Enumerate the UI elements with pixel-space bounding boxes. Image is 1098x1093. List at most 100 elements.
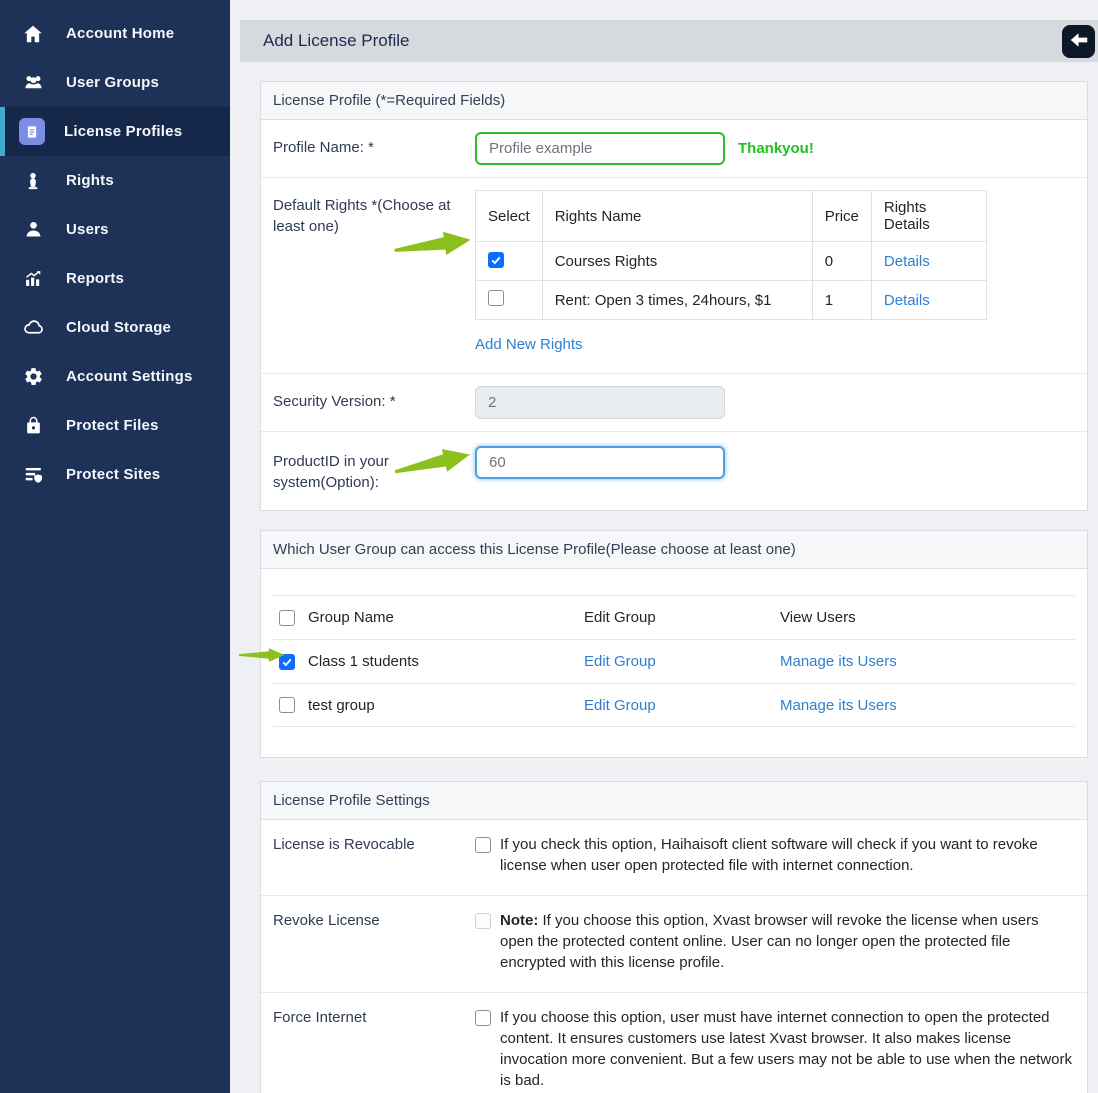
license-revocable-description: If you check this option, Haihaisoft cli… [500, 836, 1038, 874]
settings-panel: License Profile Settings License is Revo… [260, 781, 1088, 1093]
table-row: Class 1 students Edit Group Manage its U… [273, 639, 1075, 683]
sidebar-item-label: Protect Sites [66, 466, 161, 483]
group-name-cell: Class 1 students [308, 653, 419, 670]
force-internet-label: Force Internet [273, 1009, 367, 1026]
license-revocable-row: License is Revocable If you check this o… [261, 820, 1087, 896]
user-groups-section-title: Which User Group can access this License… [261, 531, 1087, 569]
sidebar-item-rights[interactable]: Rights [0, 156, 230, 205]
edit-group-header: Edit Group [584, 609, 656, 626]
cloud-storage-icon [21, 316, 45, 340]
sidebar-item-protect-files[interactable]: Protect Files [0, 401, 230, 450]
security-version-input [475, 386, 725, 419]
license-profiles-icon [19, 118, 45, 145]
sidebar-item-label: Account Home [66, 25, 175, 42]
default-rights-row: Default Rights *(Choose at least one) Se… [261, 178, 1087, 374]
manage-users-link[interactable]: Manage its Users [780, 653, 897, 670]
view-users-header: View Users [780, 609, 856, 626]
table-row: test group Edit Group Manage its Users [273, 683, 1075, 727]
home-icon [21, 22, 45, 46]
rights-name-cell: Courses Rights [541, 241, 813, 281]
rights-col-price: Price [811, 190, 872, 242]
profile-name-success-message: Thankyou! [738, 140, 814, 157]
manage-users-link[interactable]: Manage its Users [780, 696, 897, 714]
default-rights-label: Default Rights *(Choose at least one) [273, 197, 451, 235]
product-id-input[interactable] [475, 446, 725, 479]
edit-group-link[interactable]: Edit Group [584, 696, 656, 714]
rights-icon [21, 169, 45, 193]
revoke-license-row: Revoke License Note: If you choose this … [261, 896, 1087, 993]
group-row-checkbox[interactable] [279, 653, 295, 670]
revoke-license-description: Note: If you choose this option, Xvast b… [500, 912, 1039, 971]
rights-table-header-row: Select Rights Name Price Rights Details [475, 190, 987, 242]
table-row: Rent: Open 3 times, 24hours, $1 1 Detail… [475, 280, 987, 320]
settings-section-title: License Profile Settings [261, 782, 1087, 820]
profile-name-input[interactable] [475, 132, 725, 165]
revoke-license-checkbox [475, 913, 491, 929]
rights-row-checkbox[interactable] [488, 252, 504, 268]
product-id-row: ProductID in your system(Option): [261, 432, 1087, 510]
add-new-rights-link[interactable]: Add New Rights [475, 336, 583, 353]
sidebar-item-label: Reports [66, 270, 125, 287]
product-id-label: ProductID in your system(Option): [273, 453, 389, 491]
license-profile-panel: License Profile (*=Required Fields) Prof… [260, 81, 1088, 511]
rights-col-select: Select [475, 190, 543, 242]
force-internet-row: Force Internet If you choose this option… [261, 993, 1087, 1093]
group-select-all-checkbox[interactable] [279, 609, 295, 626]
sidebar-item-reports[interactable]: Reports [0, 254, 230, 303]
page-header: Add License Profile [240, 20, 1098, 62]
sidebar-item-user-groups[interactable]: User Groups [0, 58, 230, 107]
license-revocable-checkbox[interactable] [475, 837, 491, 853]
license-revocable-label: License is Revocable [273, 836, 415, 853]
rights-details-link[interactable]: Details [883, 291, 930, 309]
sidebar-item-account-settings[interactable]: Account Settings [0, 352, 230, 401]
edit-group-link[interactable]: Edit Group [584, 653, 656, 670]
user-groups-icon [21, 71, 45, 95]
profile-name-label: Profile Name: * [273, 139, 374, 156]
security-version-row: Security Version: * [261, 374, 1087, 432]
rights-details-link[interactable]: Details [883, 252, 930, 270]
force-internet-checkbox[interactable] [475, 1010, 491, 1026]
sidebar-item-users[interactable]: Users [0, 205, 230, 254]
sidebar-item-account-home[interactable]: Account Home [0, 9, 230, 58]
sidebar-item-label: User Groups [66, 74, 160, 91]
sidebar-item-license-profiles[interactable]: License Profiles [0, 107, 230, 156]
protect-sites-icon [21, 463, 45, 487]
rights-col-details: Rights Details [870, 190, 987, 242]
security-version-label: Security Version: * [273, 393, 396, 410]
sidebar-item-cloud-storage[interactable]: Cloud Storage [0, 303, 230, 352]
account-settings-icon [21, 365, 45, 389]
rights-col-name: Rights Name [541, 190, 813, 242]
sidebar-item-protect-sites[interactable]: Protect Sites [0, 450, 230, 499]
group-name-cell: test group [308, 696, 375, 714]
rights-price-cell: 0 [811, 241, 872, 281]
sidebar-item-label: Rights [66, 172, 114, 189]
sidebar-item-label: Account Settings [66, 368, 193, 385]
sidebar: Account Home User Groups [0, 0, 230, 1093]
user-groups-table: Group Name Edit Group View Users Class 1… [261, 569, 1087, 757]
rights-price-cell: 1 [811, 280, 872, 320]
group-name-header: Group Name [308, 609, 394, 626]
page-title: Add License Profile [263, 31, 410, 50]
license-profile-section-title: License Profile (*=Required Fields) [261, 82, 1087, 120]
protect-files-icon [21, 414, 45, 438]
force-internet-description: If you choose this option, user must hav… [500, 1009, 1072, 1089]
revoke-license-label: Revoke License [273, 912, 380, 929]
sidebar-item-label: Cloud Storage [66, 319, 172, 336]
note-label: Note: [500, 912, 539, 929]
default-rights-table-wrap: Select Rights Name Price Rights Details … [475, 190, 987, 363]
back-button[interactable] [1062, 24, 1095, 58]
sidebar-item-label: License Profiles [64, 123, 183, 140]
rights-row-checkbox[interactable] [488, 290, 504, 306]
group-table-header-row: Group Name Edit Group View Users [273, 595, 1075, 639]
reports-icon [21, 267, 45, 291]
back-arrow-icon [1068, 29, 1090, 54]
rights-name-cell: Rent: Open 3 times, 24hours, $1 [541, 280, 813, 320]
table-row: Courses Rights 0 Details [475, 241, 987, 281]
users-icon [21, 218, 45, 242]
main-content: Add License Profile License Profile (*=R… [230, 0, 1098, 1093]
sidebar-item-label: Protect Files [66, 417, 159, 434]
user-groups-panel: Which User Group can access this License… [239, 530, 1088, 758]
group-row-checkbox[interactable] [279, 697, 295, 713]
sidebar-item-label: Users [66, 221, 109, 238]
